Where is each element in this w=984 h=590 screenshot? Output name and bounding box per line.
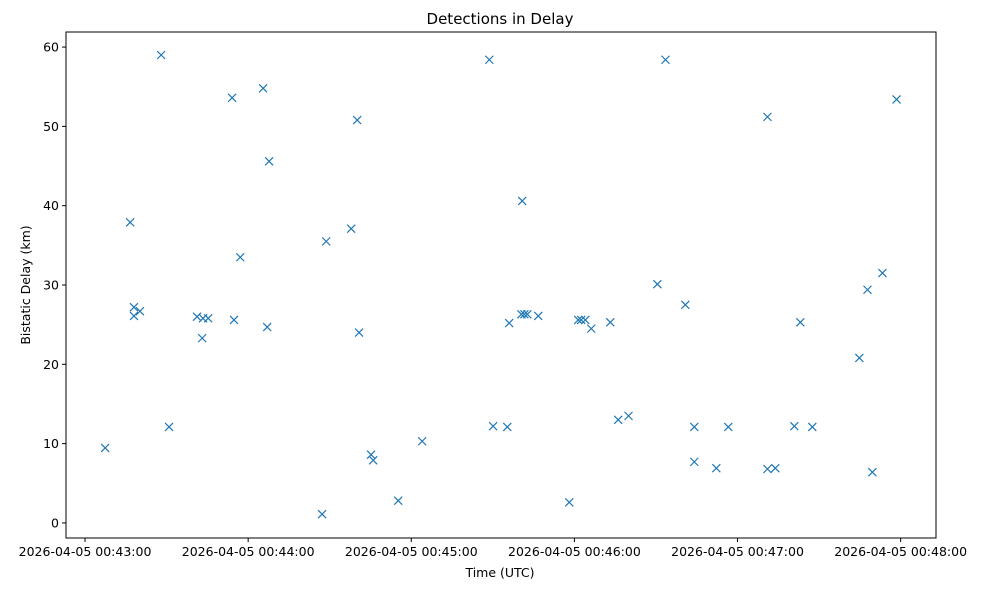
data-point [605,317,615,327]
x-tick-label: 2026-04-05 00:45:00 [345,544,478,559]
data-point [624,411,633,421]
y-tick-label: 0 [51,515,59,530]
y-tick-label: 10 [43,436,59,451]
data-point [203,313,213,323]
data-point [317,509,327,519]
data-point [576,315,586,325]
data-point [164,422,174,432]
data-point [354,328,364,338]
data-point [235,252,245,262]
data-point [352,115,362,125]
data-point [854,353,864,363]
data-point [262,322,272,332]
data-point [613,415,623,425]
data-point [867,467,877,477]
data-point [192,312,202,322]
x-axis-label: Time (UTC) [464,565,534,580]
data-point [229,315,239,325]
data-point [517,196,527,206]
data-point [586,324,596,334]
data-point [488,421,498,431]
x-axis: 2026-04-05 00:43:00 2026-04-05 00:44:00 20… [19,538,967,559]
x-tick-label: 2026-04-05 00:44:00 [182,544,315,559]
plot-frame [65,31,937,539]
data-point [770,463,780,473]
data-point [346,224,356,234]
data-point [368,455,378,465]
data-point [135,306,145,316]
data-point [661,55,670,65]
y-tick-label: 50 [43,119,59,134]
data-point [878,268,887,278]
data-point [763,112,772,122]
data-point [100,443,110,453]
data-point [711,463,721,473]
data-point [863,285,872,295]
y-axis-label: Bistatic Delay (km) [18,225,33,344]
data-point [417,436,427,446]
chart-title: Detections in Delay [427,10,574,28]
x-tick-label: 2026-04-05 00:47:00 [671,544,804,559]
data-point [564,497,574,507]
y-tick-label: 30 [43,278,59,293]
data-point [580,315,590,325]
data-point [763,464,772,474]
data-point [129,311,139,321]
data-point [795,317,805,327]
data-point [519,309,529,319]
data-point [197,333,207,343]
x-tick-label: 2026-04-05 00:48:00 [834,544,967,559]
data-point [125,217,135,227]
data-point [892,94,902,104]
x-tick-label: 2026-04-05 00:46:00 [508,544,641,559]
x-tick-label: 2026-04-05 00:43:00 [19,544,152,559]
y-tick-label: 40 [43,198,59,213]
y-axis: 0 10 20 30 40 50 60 [43,40,66,530]
data-point [533,311,543,321]
data-point [321,236,331,246]
data-point [689,422,699,432]
y-tick-label: 20 [43,357,59,372]
data-point [258,83,268,93]
data-point [366,450,376,460]
data-point [502,422,512,432]
data-point [689,457,699,467]
data-point [522,309,532,319]
data-point [573,315,583,325]
data-point [129,302,139,312]
data-point [789,421,799,431]
data-point [652,279,662,289]
data-point [680,300,690,310]
data-point [807,422,817,432]
y-tick-label: 60 [43,40,59,55]
data-point [393,496,403,506]
data-point [504,318,514,328]
data-point [156,50,166,60]
data-points [100,50,902,519]
data-point [264,156,274,166]
data-point [227,93,237,103]
data-point [484,55,494,65]
data-point [723,422,733,432]
